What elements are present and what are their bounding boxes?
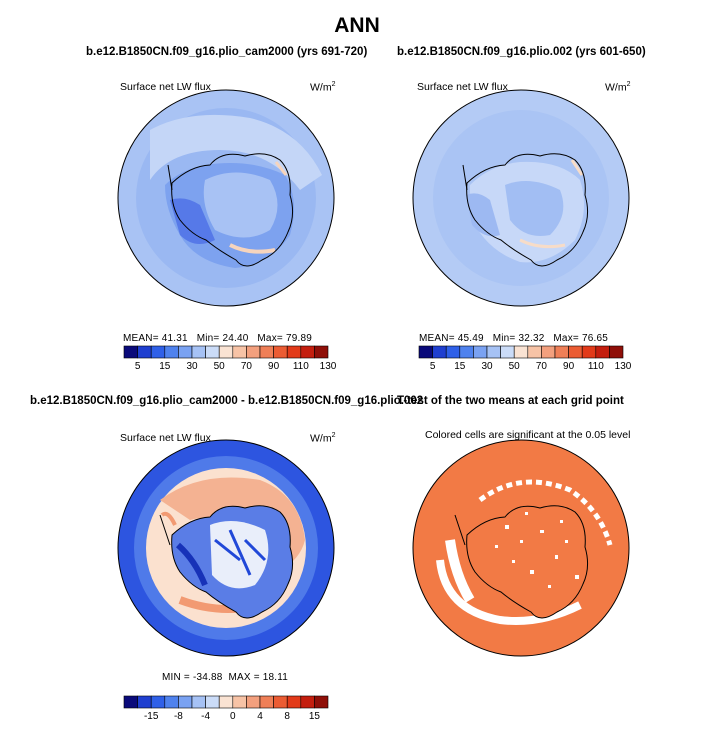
top-left-colorbar: 5 15 30 50 70 90 110 130 — [123, 345, 337, 372]
colorbar-tick-label: 15 — [159, 361, 171, 372]
top-left-stats: MEAN= 41.31 Min= 24.40 Max= 79.89 — [123, 333, 312, 344]
colorbar-tick-label: 5 — [430, 361, 436, 372]
top-left-case-title: b.e12.B1850CN.f09_g16.plio_cam2000 (yrs … — [86, 46, 368, 58]
colorbar-tick-label: 70 — [536, 361, 548, 372]
bottom-left-case-title: b.e12.B1850CN.f09_g16.plio_cam2000 - b.e… — [30, 395, 424, 407]
top-left-units: W/m2 — [310, 81, 336, 94]
colorbar-tick-label: 110 — [293, 361, 309, 372]
colorbar-tick-label: 5 — [135, 361, 141, 372]
bottom-right-subtitle: Colored cells are significant at the 0.0… — [425, 429, 631, 441]
colorbar-tick-label: -4 — [201, 711, 210, 722]
top-right-units: W/m2 — [605, 81, 631, 94]
colorbar-tick-label: 30 — [481, 361, 493, 372]
colorbar-tick-label: 15 — [454, 361, 466, 372]
colorbar-tick-label: 4 — [257, 711, 263, 722]
bottom-left-variable: Surface net LW flux — [120, 432, 211, 444]
bottom-right-title: T-test of the two means at each grid poi… — [397, 395, 624, 407]
colorbar-swatch — [609, 345, 624, 359]
colorbar-tick-label: 50 — [214, 361, 226, 372]
colorbar-tick-label: 130 — [320, 361, 337, 372]
top-right-variable: Surface net LW flux — [417, 81, 508, 93]
top-right-colorbar: 5 15 30 50 70 90 110 130 — [418, 345, 632, 372]
bottom-left-stats: MIN = -34.88 MAX = 18.11 — [162, 672, 289, 683]
bottom-left-colorbar: -15 -8 -4 0 4 8 15 — [123, 695, 329, 722]
colorbar-tick-label: -15 — [144, 711, 159, 722]
colorbar-tick-label: 90 — [563, 361, 575, 372]
colorbar-tick-label: 70 — [241, 361, 253, 372]
colorbar-tick-label: 130 — [615, 361, 632, 372]
bottom-left-units: W/m2 — [310, 432, 336, 445]
colorbar-tick-label: -8 — [174, 711, 183, 722]
top-left-variable: Surface net LW flux — [120, 81, 211, 93]
top-right-case-title: b.e12.B1850CN.f09_g16.plio.002 (yrs 601-… — [397, 46, 646, 58]
colorbar-tick-label: 110 — [588, 361, 604, 372]
top-right-stats: MEAN= 45.49 Min= 32.32 Max= 76.65 — [419, 333, 608, 344]
colorbar-tick-label: 8 — [284, 711, 290, 722]
colorbar-swatch — [314, 345, 329, 359]
colorbar-tick-label: 50 — [509, 361, 521, 372]
colorbar-tick-label: 90 — [268, 361, 280, 372]
colorbar-swatch — [314, 695, 329, 709]
main-title: ANN — [334, 14, 380, 37]
colorbar-tick-label: 0 — [230, 711, 236, 722]
colorbar-tick-label: 15 — [309, 711, 321, 722]
colorbar-tick-label: 30 — [186, 361, 198, 372]
